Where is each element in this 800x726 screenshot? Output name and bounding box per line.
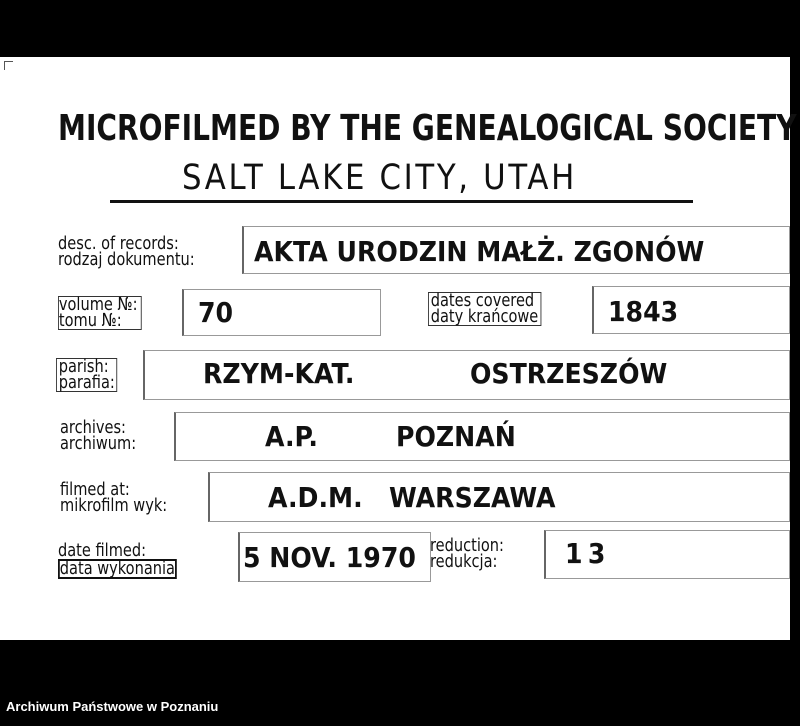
parish-box <box>143 350 790 400</box>
volume-value: 70 <box>198 296 234 329</box>
date-filmed-value: 5 NOV. 1970 <box>243 541 416 574</box>
desc-label-pl: rodzaj dokumentu: <box>58 249 195 270</box>
date-filmed-label-en: date filmed: <box>58 540 147 561</box>
reduction-value: 13 <box>565 537 611 570</box>
reduction-label-en: reduction: <box>430 535 504 556</box>
card-title: MICROFILMED BY THE GENEALOGICAL SOCIETY <box>58 108 797 149</box>
source-caption: Archiwum Państwowe w Poznaniu <box>6 699 219 714</box>
volume-label-en: volume №: <box>58 294 138 315</box>
parish-value-2: OSTRZESZÓW <box>470 357 668 390</box>
corner-mark <box>4 61 13 70</box>
dates-label-pl: daty krańcowe <box>430 306 539 327</box>
microfilm-target-card <box>0 57 790 640</box>
dates-label: dates covered daty krańcowe <box>428 292 541 326</box>
volume-box <box>182 289 381 336</box>
archives-label-en: archives: <box>60 417 126 438</box>
title-rule <box>110 200 693 203</box>
reduction-box <box>544 530 790 579</box>
desc-box <box>242 226 790 274</box>
dates-box <box>592 286 790 334</box>
filmed-at-label-en: filmed at: <box>60 479 130 500</box>
date-filmed-label: date filmed: data wykonania <box>58 540 177 579</box>
date-filmed-label-pl: data wykonania <box>58 558 177 579</box>
desc-value: AKTA URODZIN MAŁŻ. ZGONÓW <box>254 235 705 268</box>
volume-label: volume №: tomu №: <box>58 294 143 331</box>
parish-label-pl: parafia: <box>58 372 115 393</box>
parish-value-1: RZYM-KAT. <box>203 357 355 390</box>
volume-label-pl: tomu №: <box>58 310 122 331</box>
reduction-label: reduction: redukcja: <box>430 535 504 572</box>
archives-label-pl: archiwum: <box>60 433 137 454</box>
parish-label: parish: parafia: <box>56 358 118 392</box>
filmed-at-box <box>208 472 790 522</box>
desc-label: desc. of records: rodzaj dokumentu: <box>58 233 195 270</box>
filmed-at-label: filmed at: mikrofilm wyk: <box>60 479 168 516</box>
filmed-at-value: A.D.M. WARSZAWA <box>268 481 556 514</box>
card-subtitle: SALT LAKE CITY, UTAH <box>182 158 577 198</box>
archives-box <box>174 412 790 461</box>
dates-value: 1843 <box>608 295 679 328</box>
reduction-label-pl: redukcja: <box>430 551 498 572</box>
archives-value-1: A.P. <box>265 420 318 453</box>
archives-value-2: POZNAŃ <box>396 420 516 453</box>
archives-label: archives: archiwum: <box>60 417 137 454</box>
filmed-at-label-pl: mikrofilm wyk: <box>60 495 168 516</box>
desc-label-en: desc. of records: <box>58 233 179 254</box>
dates-label-en: dates covered <box>430 290 535 311</box>
parish-label-en: parish: <box>58 356 109 377</box>
date-filmed-box <box>238 532 431 582</box>
